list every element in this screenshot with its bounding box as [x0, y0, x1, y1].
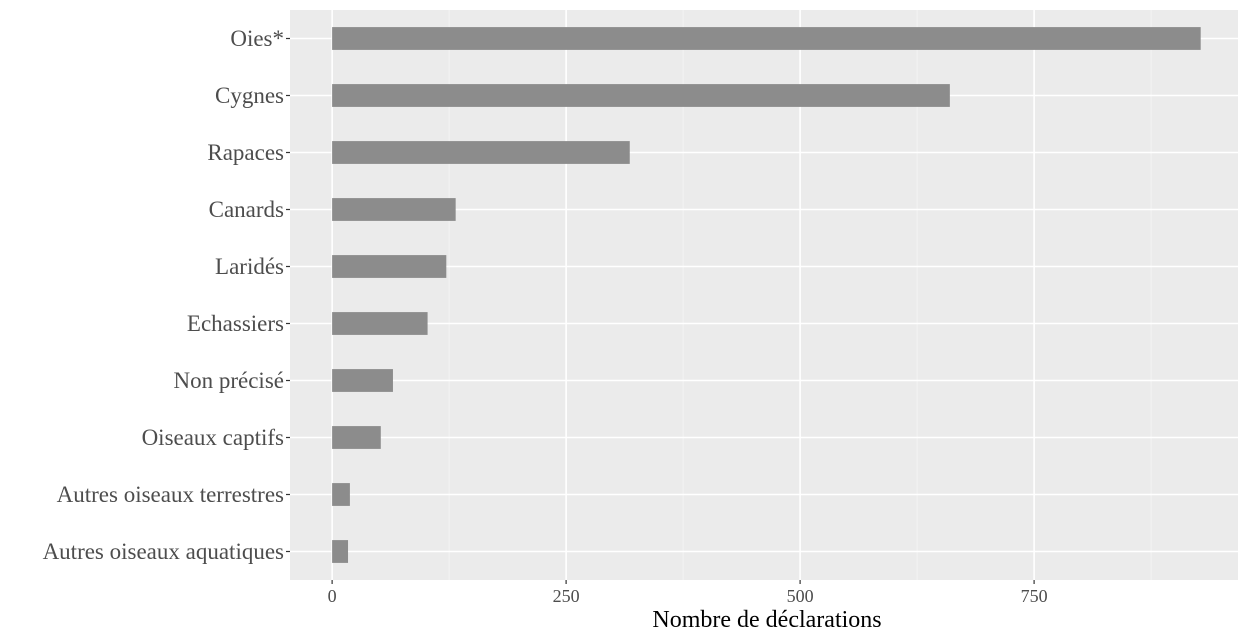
x-tick-label: 750 — [1021, 586, 1048, 606]
y-category-label: Canards — [209, 197, 284, 222]
bar — [332, 255, 447, 278]
bar — [332, 198, 456, 221]
bar — [332, 141, 630, 164]
bar — [332, 483, 350, 506]
bar — [332, 369, 393, 392]
y-category-label: Laridés — [215, 254, 284, 279]
x-tick-label: 500 — [787, 586, 814, 606]
x-tick-label: 0 — [328, 586, 337, 606]
y-category-label: Echassiers — [187, 311, 284, 336]
bar — [332, 27, 1201, 50]
x-tick-label: 250 — [553, 586, 580, 606]
y-category-label: Autres oiseaux terrestres — [57, 482, 284, 507]
y-category-label: Rapaces — [207, 140, 284, 165]
bar — [332, 84, 950, 107]
bars — [332, 27, 1201, 563]
x-axis-title: Nombre de déclarations — [652, 607, 881, 633]
y-category-label: Autres oiseaux aquatiques — [43, 539, 284, 564]
x-axis-ticks: 0 250 500 750 — [328, 580, 1048, 606]
y-category-label: Non précisé — [174, 368, 285, 393]
bar — [332, 426, 381, 449]
y-category-label: Oies* — [230, 26, 284, 51]
bar — [332, 312, 428, 335]
y-category-label: Cygnes — [215, 83, 284, 108]
y-axis-labels: Oies* Cygnes Rapaces Canards Laridés Echassie… — [43, 26, 290, 564]
y-category-label: Oiseaux captifs — [142, 425, 284, 450]
bar — [332, 540, 349, 563]
